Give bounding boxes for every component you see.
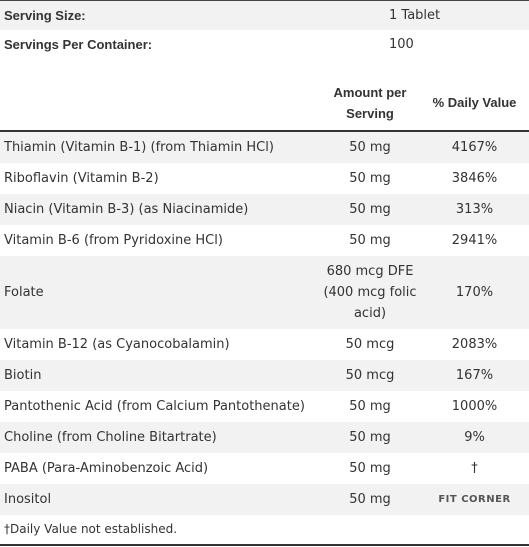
nutrient-amount: 50 mg [349,202,391,217]
serving-value: 1 Tablet [389,8,441,23]
nutrient-amount: 50 mg [349,399,391,414]
nutrient-name: Niacin (Vitamin B-3) (as Niacinamide) [4,202,249,217]
nutrient-amount: 680 mcg DFE (400 mcg folic acid) [323,264,417,321]
nutrient-daily-value: 167% [455,368,494,383]
nutrient-daily-value: 4167% [451,140,498,155]
nutrient-daily-value: 1000% [451,399,498,414]
nutrient-amount: 50 mcg [345,368,395,383]
nutrient-name: Riboflavin (Vitamin B-2) [4,171,159,186]
nutrient-amount: 50 mg [349,430,391,445]
nutrient-amount: 50 mg [349,171,391,186]
serving-value: 100 [389,37,414,52]
table-header: Amount per Serving % Daily Value [0,75,529,132]
nutrient-row: Biotin 50 mcg 167% [0,360,529,391]
nutrient-daily-value: 2941% [451,233,498,248]
watermark: FIT CORNER [438,494,511,505]
nutrient-daily-value: 9% [464,430,485,445]
nutrient-name: Folate [4,285,44,300]
nutrient-amount: 50 mg [349,140,391,155]
nutrient-daily-value: † [471,461,478,476]
serving-label: Serving Size: [4,8,86,23]
nutrient-row: Pantothenic Acid (from Calcium Pantothen… [0,391,529,422]
header-daily-value: % Daily Value [432,95,517,110]
nutrient-amount: 50 mcg [345,337,395,352]
serving-label: Servings Per Container: [4,37,153,52]
nutrient-row: Niacin (Vitamin B-3) (as Niacinamide) 50 … [0,194,529,225]
nutrient-name: Pantothenic Acid (from Calcium Pantothen… [4,399,305,414]
header-amount: Amount per Serving [333,84,407,121]
nutrient-name: Choline (from Choline Bitartrate) [4,430,217,445]
nutrient-row: Vitamin B-6 (from Pyridoxine HCl) 50 mg 29… [0,225,529,256]
nutrient-name: Vitamin B-6 (from Pyridoxine HCl) [4,233,223,248]
nutrient-row: Riboflavin (Vitamin B-2) 50 mg 3846% [0,163,529,194]
nutrient-row: Inositol 50 mg FIT CORNER [0,484,529,515]
nutrient-name: Vitamin B-12 (as Cyanocobalamin) [4,337,230,352]
nutrient-row: Folate 680 mcg DFE (400 mcg folic acid) 17… [0,256,529,329]
nutrient-row: Vitamin B-12 (as Cyanocobalamin) 50 mcg 20… [0,329,529,360]
nutrient-row: Choline (from Choline Bitartrate) 50 mg 9% [0,422,529,453]
nutrient-row: PABA (Para-Aminobenzoic Acid) 50 mg † [0,453,529,484]
nutrient-daily-value: FIT CORNER [420,489,529,510]
nutrient-daily-value: 170% [455,285,494,300]
serving-row: Servings Per Container: 100 [0,30,529,59]
nutrient-amount: 50 mg [349,492,391,507]
nutrient-daily-value: 2083% [451,337,498,352]
nutrient-amount: 50 mg [349,233,391,248]
nutrient-row: Thiamin (Vitamin B-1) (from Thiamin HCl)… [0,132,529,163]
nutrient-name: Inositol [4,492,52,507]
nutrient-daily-value: 3846% [451,171,498,186]
footnote: †Daily Value not established. [0,515,529,546]
nutrient-name: Biotin [4,368,42,383]
serving-row: Serving Size: 1 Tablet [0,1,529,30]
nutrient-amount: 50 mg [349,461,391,476]
nutrient-name: PABA (Para-Aminobenzoic Acid) [4,461,209,476]
nutrient-daily-value: 313% [455,202,494,217]
nutrient-name: Thiamin (Vitamin B-1) (from Thiamin HCl) [4,140,274,155]
